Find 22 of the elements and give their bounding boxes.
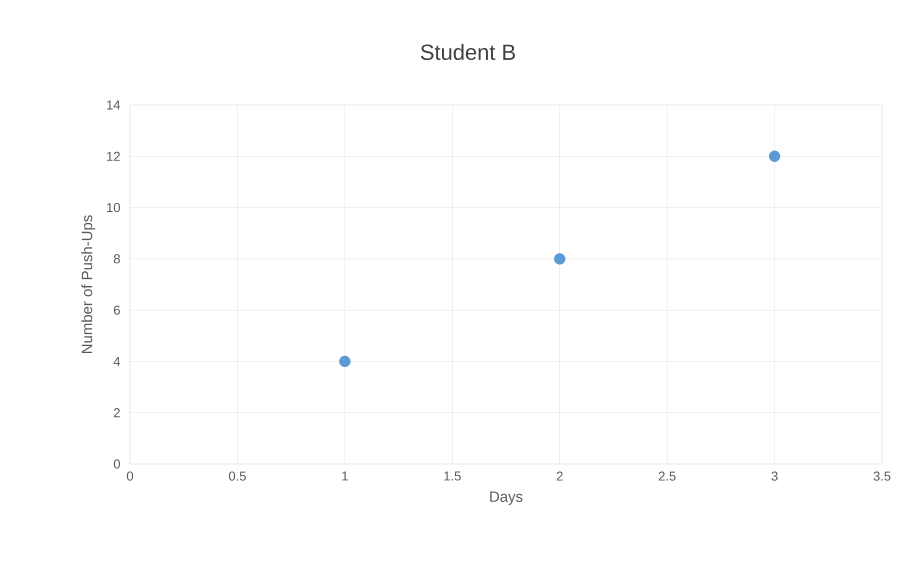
y-axis-title: Number of Push-Ups — [81, 215, 96, 354]
x-tick-label: 1 — [342, 472, 348, 480]
y-tick-label: 4 — [114, 356, 120, 366]
x-tick-label: 3 — [771, 472, 778, 481]
x-tick-label: 2 — [556, 472, 563, 481]
point — [768, 150, 780, 162]
y-tick-label: 14 — [107, 100, 120, 110]
y-tick-label: 2 — [114, 408, 120, 418]
chart-title: Student B — [420, 44, 515, 60]
x-axis-title: Days — [490, 492, 522, 505]
y-tick-label: 0 — [114, 459, 120, 469]
point — [554, 253, 566, 265]
x-tick-label: 1.5 — [444, 472, 461, 481]
x-tick-label: 0.5 — [228, 472, 246, 481]
y-tick-label: 8 — [114, 254, 120, 264]
y-tick-label: 6 — [114, 306, 120, 315]
point — [339, 356, 351, 368]
x-tick-label: 2.5 — [658, 472, 676, 481]
x-tick-label: 0 — [126, 472, 134, 481]
y-tick-label: 10 — [107, 202, 120, 212]
y-tick-label: 12 — [107, 152, 120, 161]
x-tick-label: 3.5 — [874, 472, 890, 481]
